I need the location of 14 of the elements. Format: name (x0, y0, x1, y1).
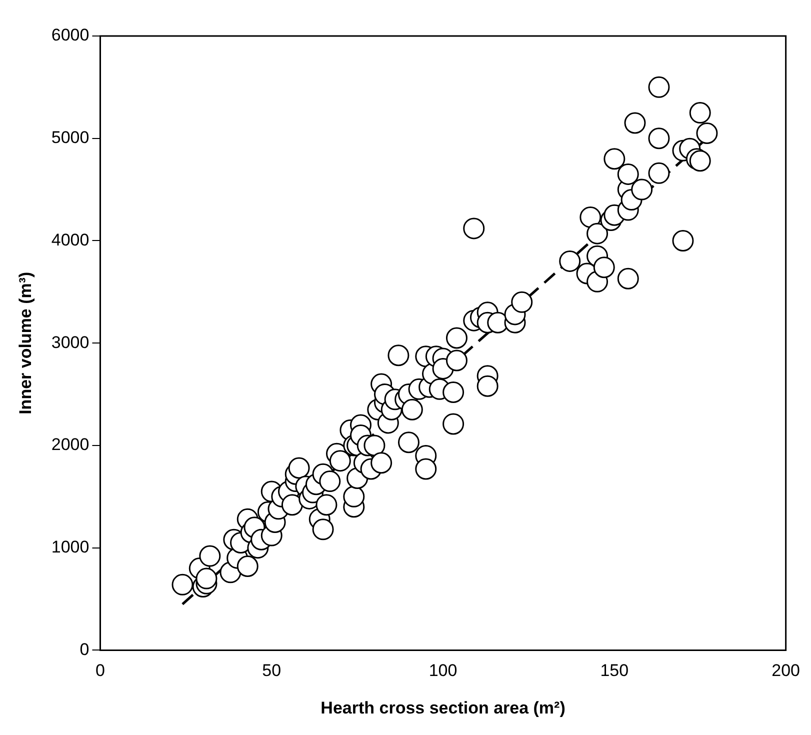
y-tick-label: 1000 (51, 538, 90, 557)
y-tick-label: 5000 (51, 128, 90, 148)
x-tick-label: 0 (95, 661, 105, 680)
x-tick-label: 150 (600, 661, 629, 680)
y-tick-label: 6000 (51, 26, 90, 45)
y-tick-label: 4000 (51, 230, 90, 250)
y-tick-label: 2000 (51, 435, 90, 454)
x-axis-title: Hearth cross section area (m²) (320, 698, 566, 718)
y-axis-title: Inner volume (m³) (16, 272, 35, 414)
y-tick-label: 3000 (51, 332, 90, 352)
y-tick-label: 0 (80, 640, 90, 659)
x-tick-label: 100 (428, 661, 458, 680)
x-tick-label: 50 (262, 661, 282, 680)
x-tick-label: 200 (772, 661, 800, 680)
